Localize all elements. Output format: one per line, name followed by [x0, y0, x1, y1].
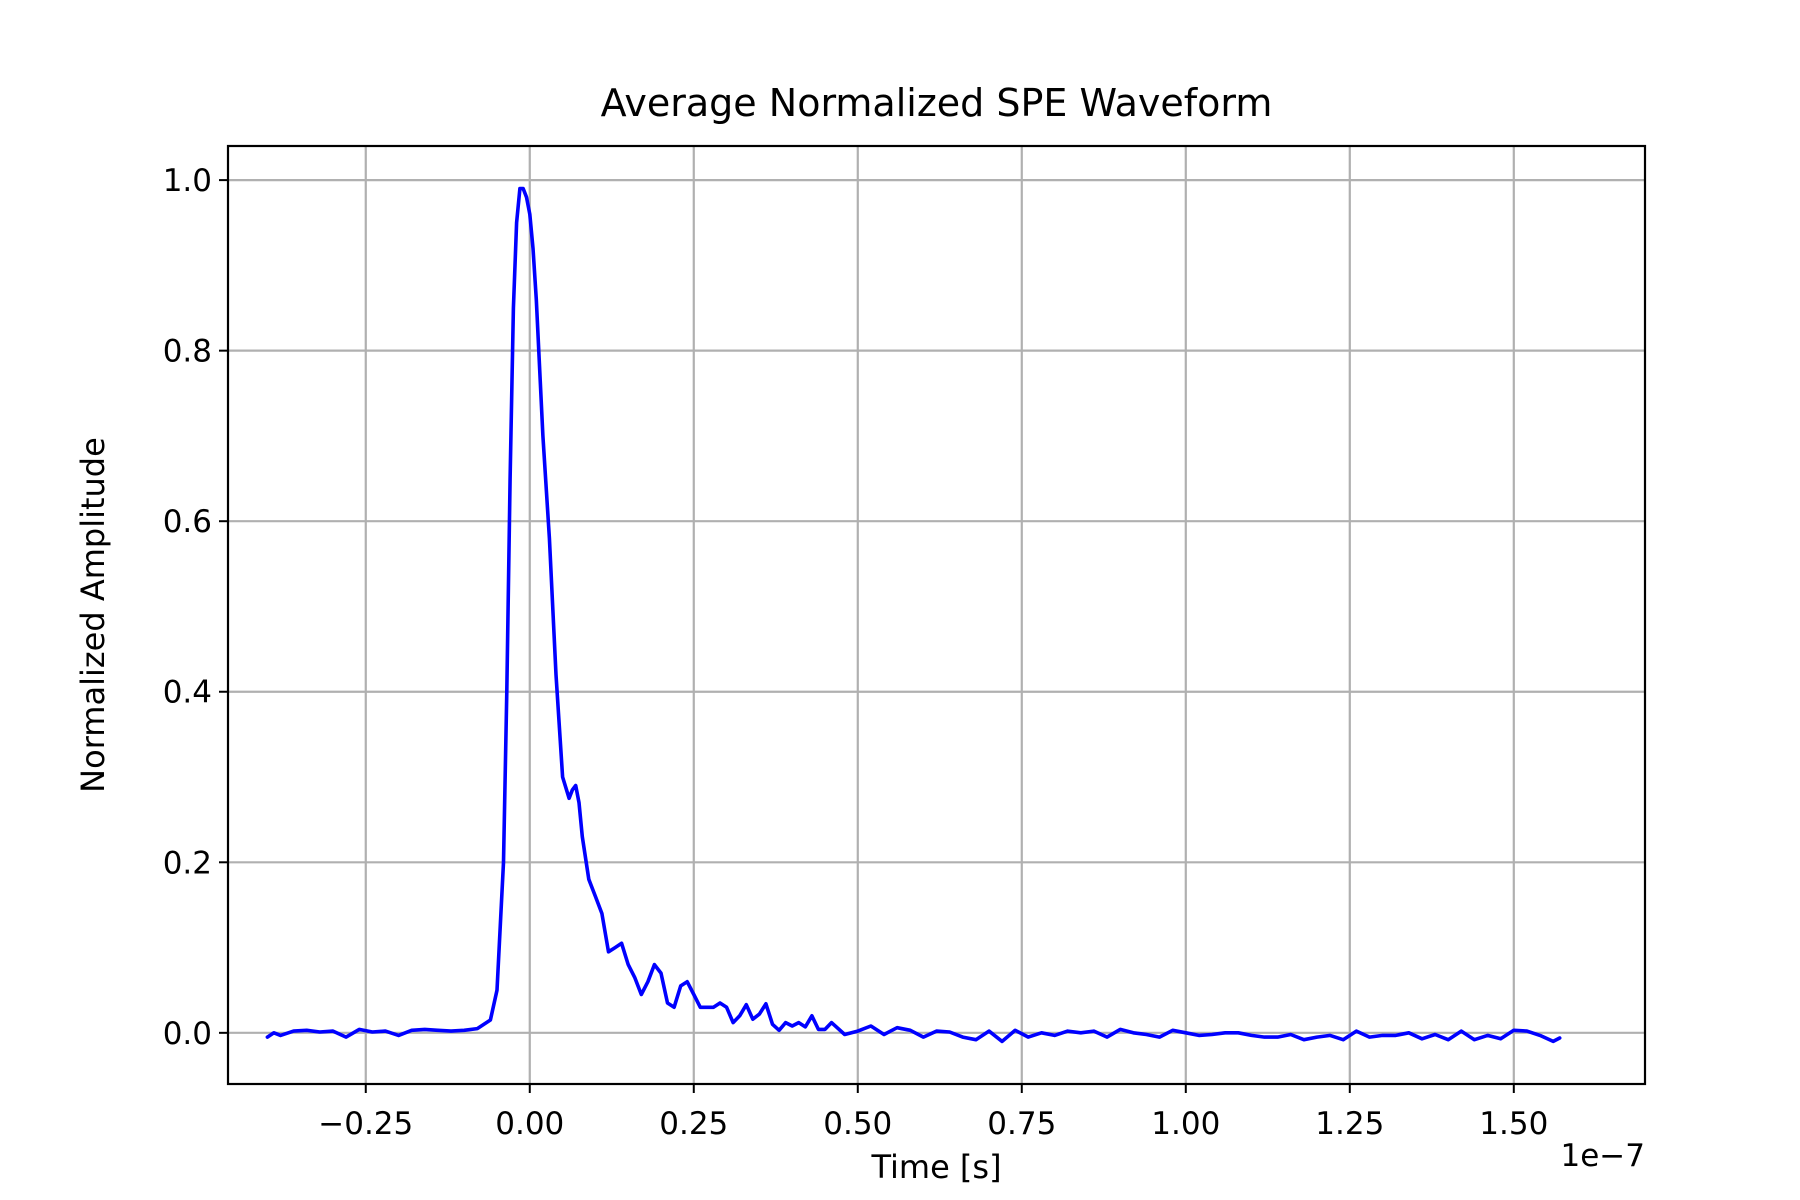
x-tick-label: 1.00 — [1151, 1106, 1220, 1142]
waveform-line — [265, 186, 1562, 1044]
y-tick-label: 0.0 — [163, 1016, 212, 1052]
y-axis-title: Normalized Amplitude — [74, 437, 112, 793]
x-tick-label: −0.25 — [318, 1106, 413, 1142]
plot-frame — [226, 144, 1647, 1086]
x-tick-label: 1.50 — [1479, 1106, 1548, 1142]
axis-ticks: −0.25 0.00 0.25 0.50 0.75 1.00 1.25 1.50 0.0 0.2 0… — [163, 163, 1549, 1142]
plot-data — [265, 186, 1562, 1044]
x-axis-title: Time [s] — [870, 1148, 1001, 1186]
x-axis-offset-label: 1e−7 — [1561, 1138, 1646, 1174]
y-tick-label: 1.0 — [163, 163, 212, 199]
chart-title: Average Normalized SPE Waveform — [601, 81, 1273, 125]
x-tick-label: 0.50 — [823, 1106, 892, 1142]
x-tick-label: 0.25 — [659, 1106, 728, 1142]
y-tick-label: 0.2 — [163, 845, 212, 881]
x-tick-label: 0.00 — [495, 1106, 564, 1142]
grid-lines — [228, 146, 1645, 1084]
x-tick-label: 1.25 — [1315, 1106, 1384, 1142]
y-tick-label: 0.6 — [163, 504, 212, 540]
y-tick-label: 0.4 — [163, 675, 212, 711]
x-tick-label: 0.75 — [987, 1106, 1056, 1142]
y-tick-label: 0.8 — [163, 334, 212, 370]
